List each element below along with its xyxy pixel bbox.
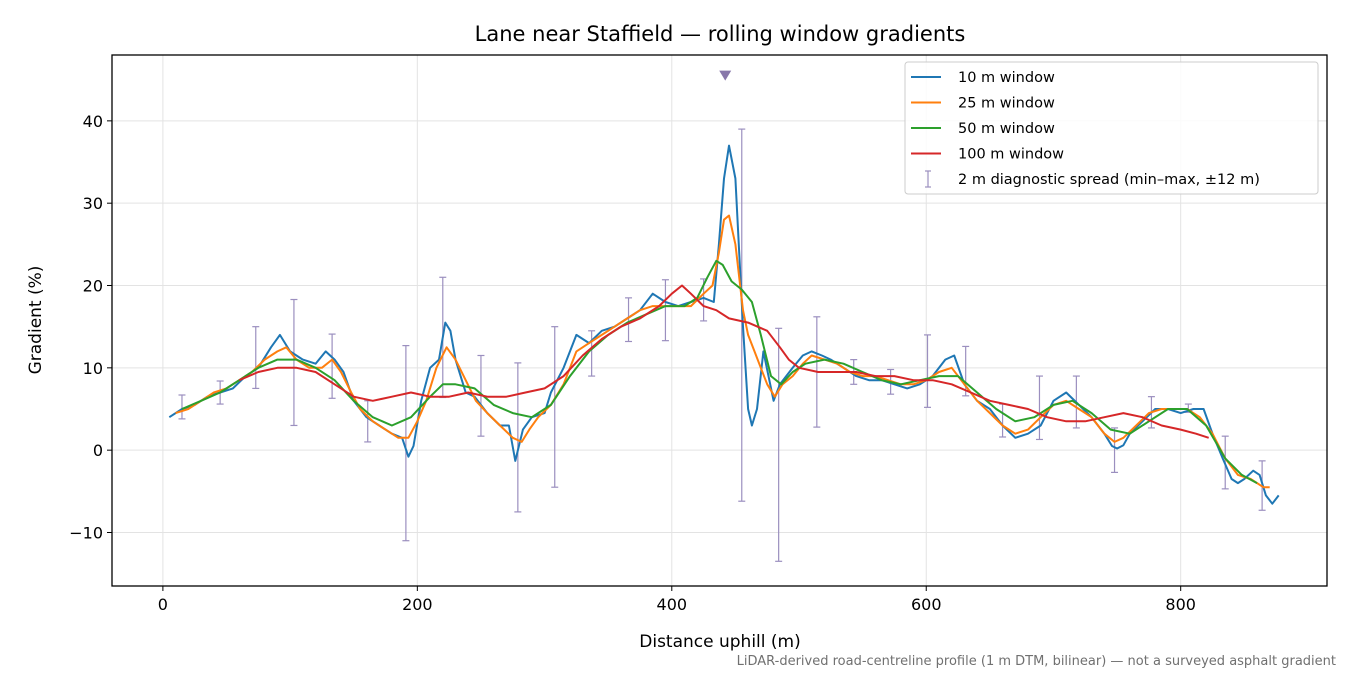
x-tick-label: 600 [911,595,942,614]
legend-label: 2 m diagnostic spread (min–max, ±12 m) [958,172,1260,188]
legend: 10 m window 25 m window 50 m window 100 m w… [904,61,1319,195]
x-tick-label: 800 [1165,595,1196,614]
y-tick-label: 10 [83,359,103,378]
series-line-2 [181,259,1258,484]
series-lines [168,144,1280,505]
legend-label: 25 m window [958,96,1055,112]
plot-frame [111,54,1328,587]
legend-label: 100 m window [958,147,1064,163]
y-tick-label: 0 [93,441,103,460]
offscale-marker-triangle [719,70,732,81]
y-tick-label: −10 [69,523,103,542]
grid-lines [112,55,1327,586]
legend-label: 10 m window [958,70,1055,86]
x-tick-label: 400 [657,595,688,614]
legend-box [904,61,1319,195]
footnote: LiDAR-derived road-centreline profile (1… [737,654,1336,669]
y-tick-label: 20 [83,277,103,296]
y-tick-label: 40 [83,112,103,131]
offscale-marker [719,70,732,81]
x-axis-ticks: 0 200 400 600 800 [158,586,1196,614]
x-axis-label: Distance uphill (m) [639,632,800,652]
y-axis-ticks: −10 0 10 20 30 40 [69,112,112,542]
x-tick-label: 200 [402,595,433,614]
series-line-1 [175,214,1270,489]
series-line-3 [238,284,1210,439]
chart-title: Lane near Staffield — rolling window gra… [475,22,966,46]
legend-label: 50 m window [958,121,1055,137]
x-tick-label: 0 [158,595,168,614]
y-tick-label: 30 [83,194,103,213]
y-axis-label: Gradient (%) [26,266,46,375]
